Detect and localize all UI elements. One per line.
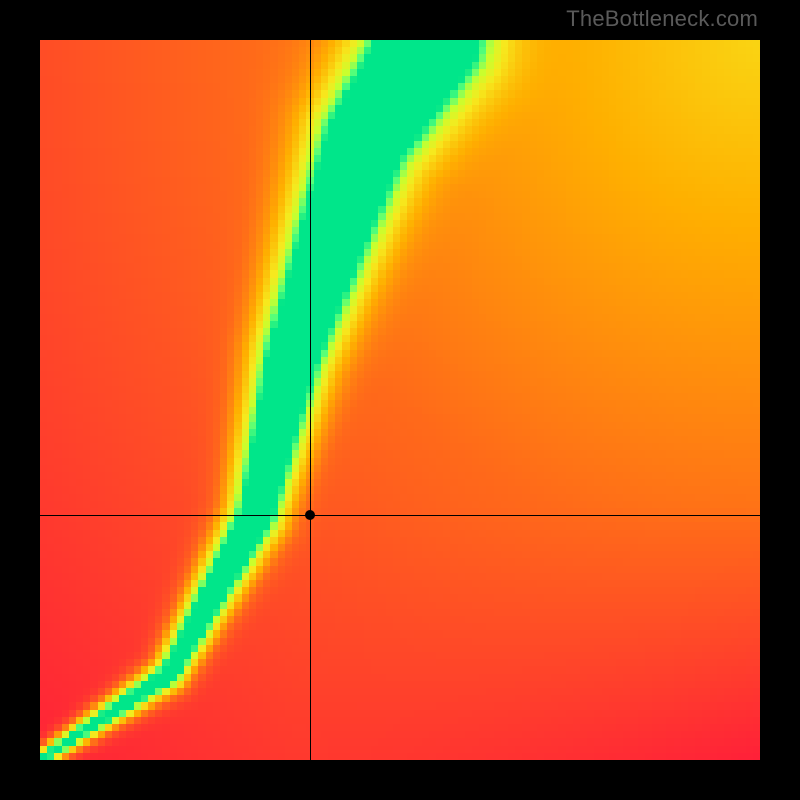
crosshair-dot <box>305 510 315 520</box>
watermark-text: TheBottleneck.com <box>566 6 758 32</box>
heatmap-canvas <box>40 40 760 760</box>
crosshair-horizontal <box>40 515 760 516</box>
heatmap-plot <box>40 40 760 760</box>
crosshair-vertical <box>310 40 311 760</box>
